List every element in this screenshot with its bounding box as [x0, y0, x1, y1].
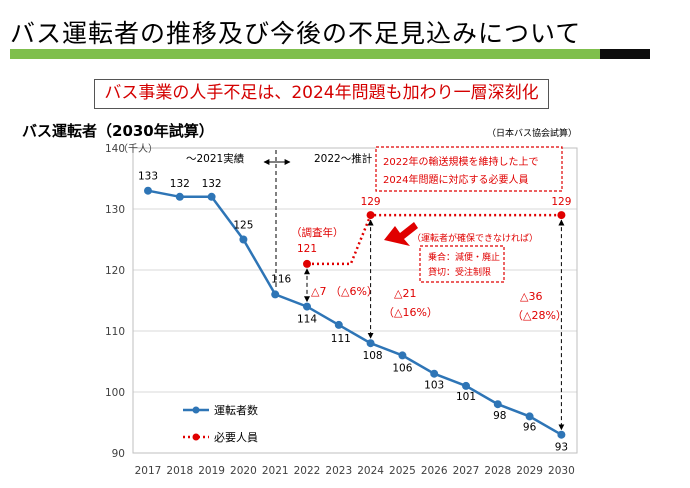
driver-label-2022: 114 [297, 314, 317, 326]
x-tick-2029: 2029 [516, 465, 543, 477]
x-tick-2021: 2021 [262, 465, 289, 477]
title-underline-black [600, 49, 650, 59]
driver-series-line [147, 189, 563, 436]
gap-2022-value: △7 [311, 285, 326, 298]
driver-point-2021 [271, 290, 280, 299]
x-tick-2017: 2017 [135, 465, 162, 477]
driver-label-2023: 111 [331, 333, 351, 345]
x-tick-2022: 2022 [294, 465, 321, 477]
driver-label-2019: 132 [202, 178, 222, 190]
legend-driver-label: 運転者数 [214, 404, 258, 417]
required-label-2024: 129 [361, 196, 381, 208]
requirement-note-box [375, 146, 563, 192]
driver-point-2027 [462, 381, 470, 390]
shortfall-intro: （運転者が確保できなければ） [412, 232, 538, 244]
driver-label-2026: 103 [424, 380, 444, 392]
gap-2022-pct: （△6%） [330, 285, 378, 298]
x-tick-2024: 2024 [357, 465, 384, 477]
shortfall-arrow-icon [384, 222, 418, 246]
requirement-note-line1: 2022年の輸送規模を維持した上で [383, 155, 538, 168]
driver-label-2020: 125 [233, 220, 253, 232]
driver-point-2023 [334, 320, 343, 329]
driver-point-2017 [144, 186, 152, 195]
y-tick-100: 100 [105, 387, 125, 399]
impact-line2: 貸切：受注制限 [428, 266, 491, 278]
legend-required-label: 必要人員 [214, 431, 258, 444]
y-tick-110: 110 [105, 326, 125, 338]
y-tick-120: 120 [105, 265, 125, 277]
x-tick-2020: 2020 [230, 465, 257, 477]
driver-point-2028 [493, 400, 502, 409]
slide-title: バス運転者の推移及び今後の不足見込みについて [10, 19, 582, 48]
driver-point-2026 [430, 369, 439, 378]
source-note: （日本バス協会試算） [487, 129, 578, 139]
driver-label-2028: 98 [493, 410, 506, 422]
impact-line1: 乗合：減便・廃止 [428, 251, 500, 263]
gap-2030-value: △36 [520, 290, 542, 303]
gap-2024-pct: （△16%） [383, 306, 438, 319]
driver-label-2029: 96 [523, 421, 537, 433]
title-underline-green [10, 49, 600, 59]
driver-label-2018: 132 [170, 178, 190, 190]
x-tick-2019: 2019 [198, 465, 225, 477]
y-tick-90: 90 [112, 448, 125, 460]
x-tick-2023: 2023 [325, 465, 352, 477]
gap-2024-value: △21 [394, 287, 416, 300]
y-unit-label: （千人） [118, 143, 158, 155]
driver-point-2024 [366, 339, 375, 348]
period-actual-label: ～2021実績 [186, 152, 245, 165]
driver-point-2018 [175, 192, 184, 201]
driver-point-2020 [239, 235, 248, 244]
x-tick-2025: 2025 [389, 465, 416, 477]
required-point-2030 [557, 211, 566, 220]
x-tick-2027: 2027 [453, 465, 480, 477]
driver-point-2019 [207, 192, 216, 201]
driver-label-2024: 108 [363, 350, 383, 362]
driver-point-2022 [303, 302, 311, 311]
chart-title: バス運転者（2030年試算） [22, 122, 214, 140]
x-tick-2026: 2026 [421, 465, 448, 477]
plot-frame [132, 147, 578, 454]
gap-2030-pct: （△28%） [512, 309, 567, 322]
driver-label-2021: 116 [271, 273, 291, 285]
x-tick-2018: 2018 [166, 465, 193, 477]
required-point-2022 [303, 259, 311, 268]
headline-box: バス事業の人手不足は、2024年問題も加わり一層深刻化 [94, 79, 549, 109]
requirement-note-line2: 2024年問題に対応する必要人員 [383, 173, 528, 186]
driver-point-2030 [557, 430, 566, 439]
y-tick-130: 130 [105, 204, 125, 216]
required-label-2022: 121 [297, 243, 317, 255]
y-tick-140: 140 [105, 143, 125, 155]
required-label-2030: 129 [551, 196, 571, 208]
legend-driver-marker [192, 406, 200, 414]
x-tick-2028: 2028 [484, 465, 511, 477]
driver-label-2017: 133 [138, 171, 158, 183]
required-point-2024 [366, 211, 375, 220]
driver-label-2025: 106 [392, 362, 412, 374]
x-tick-2030: 2030 [548, 465, 575, 477]
driver-label-2030: 93 [555, 442, 568, 454]
driver-point-2029 [525, 412, 534, 421]
required-series-line [307, 213, 562, 266]
survey-year-label: （調査年） [291, 226, 344, 239]
driver-label-2027: 101 [456, 391, 476, 403]
impact-note-box [419, 245, 505, 283]
legend-required-marker [192, 433, 200, 441]
driver-point-2025 [398, 351, 407, 360]
period-estimate-label: 2022～推計 [314, 152, 373, 165]
